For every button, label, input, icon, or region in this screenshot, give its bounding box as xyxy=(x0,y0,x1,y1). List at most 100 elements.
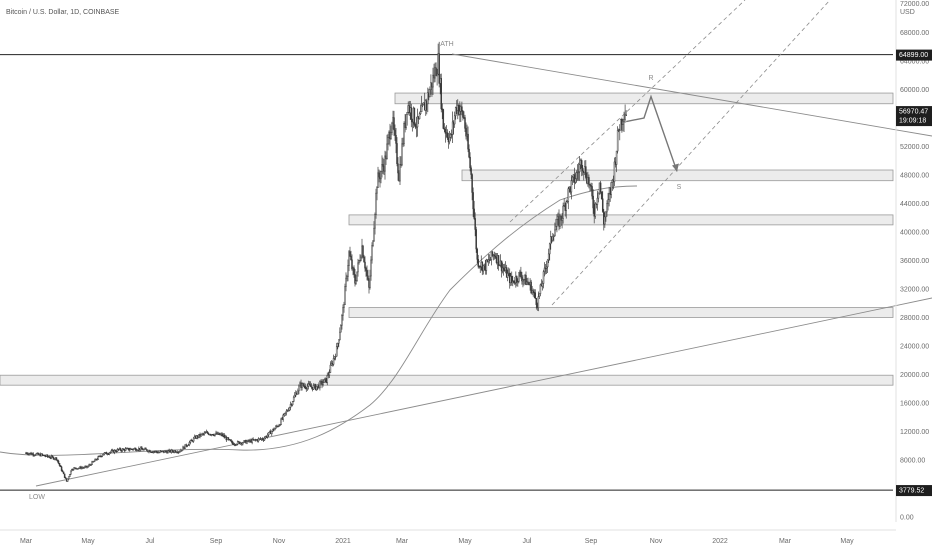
candle-body xyxy=(246,441,248,444)
candle xyxy=(382,157,384,174)
candle xyxy=(67,476,70,480)
y-tick-label: 40000.00 xyxy=(900,230,929,237)
candle xyxy=(429,86,431,98)
candles-layer xyxy=(25,41,627,482)
candle xyxy=(75,467,77,470)
candle xyxy=(340,324,342,333)
candle-body xyxy=(616,130,619,152)
candle-body xyxy=(342,307,344,316)
candle xyxy=(378,169,380,183)
x-tick-label: Sep xyxy=(585,538,598,545)
x-tick-label: May xyxy=(81,538,95,545)
candle-body xyxy=(298,385,300,392)
candle xyxy=(354,269,356,287)
candle-body xyxy=(386,143,388,160)
candle-body xyxy=(471,174,473,193)
projection-arrowhead xyxy=(672,163,679,172)
candle xyxy=(83,466,85,469)
candle-body xyxy=(436,73,438,77)
candle-body xyxy=(624,114,626,120)
candle xyxy=(565,199,567,219)
candle-body xyxy=(416,116,419,128)
candle xyxy=(284,412,287,417)
candle-body xyxy=(97,456,99,460)
candle xyxy=(414,122,417,130)
candle-body xyxy=(52,456,55,460)
candle xyxy=(116,447,119,452)
candle-body xyxy=(387,137,389,145)
candle-body xyxy=(354,274,356,284)
candle-body xyxy=(365,267,367,271)
candle xyxy=(546,259,549,274)
candle xyxy=(396,137,398,167)
candle xyxy=(335,342,338,357)
candle-body xyxy=(523,279,525,281)
candle-body xyxy=(399,164,401,182)
candle xyxy=(570,175,573,200)
x-tick-label: Nov xyxy=(273,538,286,545)
candle-body xyxy=(591,186,593,197)
candle-body xyxy=(207,432,210,435)
candle-body xyxy=(625,114,627,116)
candle xyxy=(425,99,427,116)
candle-body xyxy=(615,150,618,165)
candle-body xyxy=(64,477,67,479)
candle xyxy=(538,293,541,300)
candle xyxy=(380,170,382,184)
candle-body xyxy=(56,459,59,462)
candle xyxy=(298,384,300,395)
candle xyxy=(283,413,285,418)
candle-body xyxy=(283,413,285,416)
candle-body xyxy=(344,286,346,305)
candle-body xyxy=(200,433,202,437)
candle-body xyxy=(135,448,137,451)
candle xyxy=(62,471,65,475)
candle-body xyxy=(263,437,266,441)
candle xyxy=(461,101,463,116)
candle xyxy=(390,125,392,140)
candle-body xyxy=(326,375,329,383)
candle xyxy=(458,103,460,116)
candle xyxy=(482,265,485,275)
candle-body xyxy=(397,163,399,174)
candle-body xyxy=(297,390,299,395)
candle xyxy=(337,342,339,350)
candle xyxy=(625,110,627,116)
candle xyxy=(393,110,395,136)
candle-body xyxy=(544,267,547,270)
candle xyxy=(405,114,407,130)
candle-body xyxy=(489,259,492,261)
candle-body xyxy=(418,113,421,120)
candle-body xyxy=(186,445,189,447)
candle-body xyxy=(189,439,192,443)
candle xyxy=(145,447,147,450)
candle xyxy=(375,188,377,219)
candle-body xyxy=(63,473,66,478)
candle xyxy=(471,173,473,201)
candle xyxy=(477,254,479,269)
candle xyxy=(69,470,72,475)
y-tick-label: 60000.00 xyxy=(900,87,929,94)
candle xyxy=(124,446,127,452)
x-tick-label: Mar xyxy=(779,538,792,545)
candle xyxy=(575,170,578,183)
candle xyxy=(610,182,612,199)
candle-body xyxy=(594,203,597,217)
candle xyxy=(127,447,130,451)
candle-body xyxy=(43,454,46,457)
candle xyxy=(416,108,419,137)
candle-body xyxy=(464,117,466,129)
candle-body xyxy=(34,454,36,457)
candle xyxy=(100,455,102,458)
candle xyxy=(472,187,474,218)
low-price-tag-bg xyxy=(896,485,932,497)
candle xyxy=(362,244,364,258)
candle xyxy=(227,437,230,441)
candle xyxy=(221,432,223,437)
candle xyxy=(566,200,569,204)
candle xyxy=(448,130,451,145)
candle-body xyxy=(427,92,429,105)
candle-body xyxy=(525,275,527,286)
